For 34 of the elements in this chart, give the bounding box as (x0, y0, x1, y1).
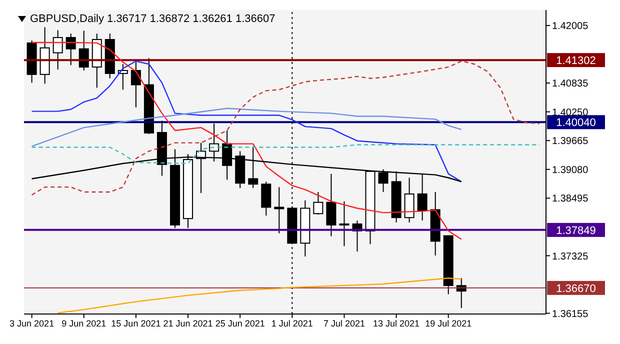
line-series (57, 277, 462, 314)
line-series (31, 60, 462, 182)
y-tick-label: 1.39080 (552, 164, 589, 176)
line-series (31, 108, 462, 147)
ref-line-label: 1.37849 (556, 224, 596, 237)
ref-line-label: 1.36670 (556, 282, 596, 295)
x-tick-label: 15 Jun 2021 (111, 318, 161, 328)
candlestick (404, 177, 414, 224)
x-tick-label: 7 Jul 2021 (323, 318, 366, 328)
x-tick-label: 1 Jul 2021 (271, 318, 313, 328)
line-series (31, 144, 540, 164)
x-tick-label: 9 Jun 2021 (62, 318, 106, 328)
candlestick (52, 30, 63, 70)
candlestick (313, 192, 324, 216)
candlestick (66, 33, 76, 66)
ref-line-label: 1.40040 (556, 117, 596, 130)
y-tick-label: 1.37325 (552, 251, 589, 262)
y-tick-label: 1.39665 (552, 136, 589, 148)
candlestick (261, 181, 272, 216)
y-tick-label: 1.38495 (552, 194, 589, 205)
y-tick-label: 1.42005 (552, 21, 589, 32)
y-tick-label: 1.40835 (552, 78, 589, 90)
candlestick (339, 200, 350, 247)
chart-title: GBPUSD,Daily 1.36717 1.36872 1.36261 1.36607 (30, 13, 276, 25)
y-tick-label: 1.36155 (552, 308, 589, 320)
x-tick-label: 13 Jul 2021 (373, 318, 420, 328)
x-tick-label: 25 Jun 2021 (215, 318, 265, 328)
x-tick-label: 3 Jun 2021 (10, 318, 54, 328)
candlestick (326, 173, 336, 237)
ref-line-label: 1.41302 (556, 55, 596, 68)
candlestick (130, 62, 141, 108)
x-tick-label: 21 Jun 2021 (163, 318, 213, 328)
line-series (31, 60, 540, 196)
x-tick-label: 19 Jul 2021 (425, 318, 472, 328)
